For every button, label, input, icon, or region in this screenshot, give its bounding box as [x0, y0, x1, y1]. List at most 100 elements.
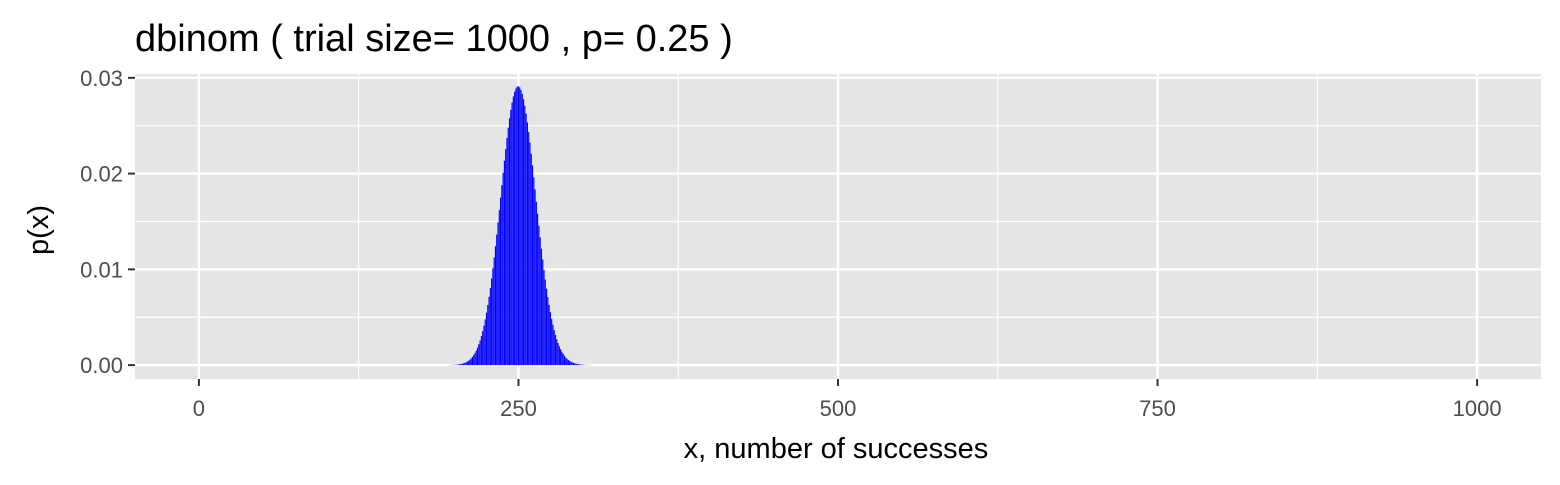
bar — [556, 339, 558, 366]
bar — [478, 344, 480, 366]
bar — [459, 364, 461, 366]
bar — [466, 361, 468, 366]
bar — [496, 234, 498, 366]
bar — [512, 96, 514, 366]
bar — [497, 222, 499, 366]
bar — [534, 189, 536, 366]
bar — [510, 109, 512, 366]
bar — [569, 360, 571, 366]
y-tick-label: 0.03 — [80, 66, 123, 91]
bar — [508, 118, 511, 366]
bar — [577, 364, 580, 366]
bar — [489, 288, 491, 366]
bar — [476, 347, 479, 366]
bar — [561, 351, 563, 366]
bar — [492, 268, 494, 366]
bar — [516, 86, 518, 366]
bar — [468, 360, 470, 366]
bar — [462, 363, 465, 366]
bar — [488, 296, 490, 366]
bar — [503, 160, 505, 366]
y-tick-label: 0.00 — [80, 353, 123, 378]
bar — [528, 132, 530, 366]
bar — [483, 325, 485, 366]
bar — [485, 312, 488, 366]
bar — [548, 304, 550, 366]
bar — [499, 197, 502, 366]
bar — [525, 113, 527, 366]
bar — [501, 185, 503, 366]
bar — [517, 86, 520, 366]
bar — [570, 361, 572, 366]
x-tick-label: 750 — [1139, 396, 1176, 421]
bar — [487, 305, 489, 366]
bar — [491, 278, 493, 366]
bar — [535, 201, 537, 366]
x-axis: 0 250 500 750 1000 — [193, 379, 1502, 421]
bar — [480, 336, 482, 366]
bar — [529, 142, 531, 366]
bar — [560, 349, 562, 366]
bar — [505, 149, 507, 366]
bar — [547, 297, 549, 366]
bar — [522, 99, 525, 366]
bar — [545, 288, 548, 366]
x-tick-label: 1000 — [1453, 396, 1502, 421]
x-tick-label: 250 — [500, 396, 537, 421]
bar — [571, 362, 573, 366]
bar — [457, 364, 459, 366]
bar-series — [447, 86, 592, 366]
bar — [542, 259, 544, 366]
bar — [470, 358, 472, 366]
bar — [549, 312, 551, 366]
x-tick-label: 0 — [193, 396, 205, 421]
bar — [511, 102, 513, 366]
bar — [572, 362, 574, 366]
bar — [540, 248, 543, 366]
bar — [552, 324, 554, 366]
y-tick-label: 0.01 — [80, 257, 123, 282]
chart-title: dbinom ( trial size= 1000 , p= 0.25 ) — [135, 18, 733, 60]
bar — [544, 279, 546, 366]
bar — [576, 363, 578, 366]
bar — [479, 340, 481, 366]
bar — [520, 89, 522, 366]
bar — [506, 138, 508, 366]
bar — [514, 91, 516, 366]
bar — [521, 93, 523, 366]
bar — [562, 353, 564, 366]
bar — [498, 210, 500, 366]
bar — [575, 363, 577, 366]
bar — [557, 342, 559, 366]
bar — [551, 318, 553, 366]
bar — [565, 357, 567, 366]
bar — [494, 246, 497, 366]
bar — [530, 153, 532, 366]
bar — [507, 127, 509, 366]
bar — [554, 334, 557, 366]
bar — [473, 355, 475, 366]
bar — [484, 319, 486, 366]
bar — [543, 269, 545, 366]
bar — [579, 364, 581, 366]
bar — [460, 364, 462, 366]
bar — [526, 122, 528, 366]
y-axis: 0.00 0.01 0.02 0.03 — [80, 66, 135, 378]
bar — [580, 364, 582, 366]
bar — [519, 87, 521, 366]
bar — [558, 346, 560, 366]
bar — [493, 257, 495, 366]
bar — [502, 172, 504, 366]
bar — [533, 177, 535, 366]
bar — [537, 213, 539, 366]
bar — [469, 359, 471, 366]
bar — [461, 363, 463, 366]
bar — [553, 330, 555, 366]
x-tick-label: 500 — [820, 396, 857, 421]
bar — [531, 165, 534, 366]
bar — [524, 105, 526, 366]
y-tick-label: 0.02 — [80, 162, 123, 187]
bar — [563, 355, 566, 366]
bar — [574, 363, 576, 366]
